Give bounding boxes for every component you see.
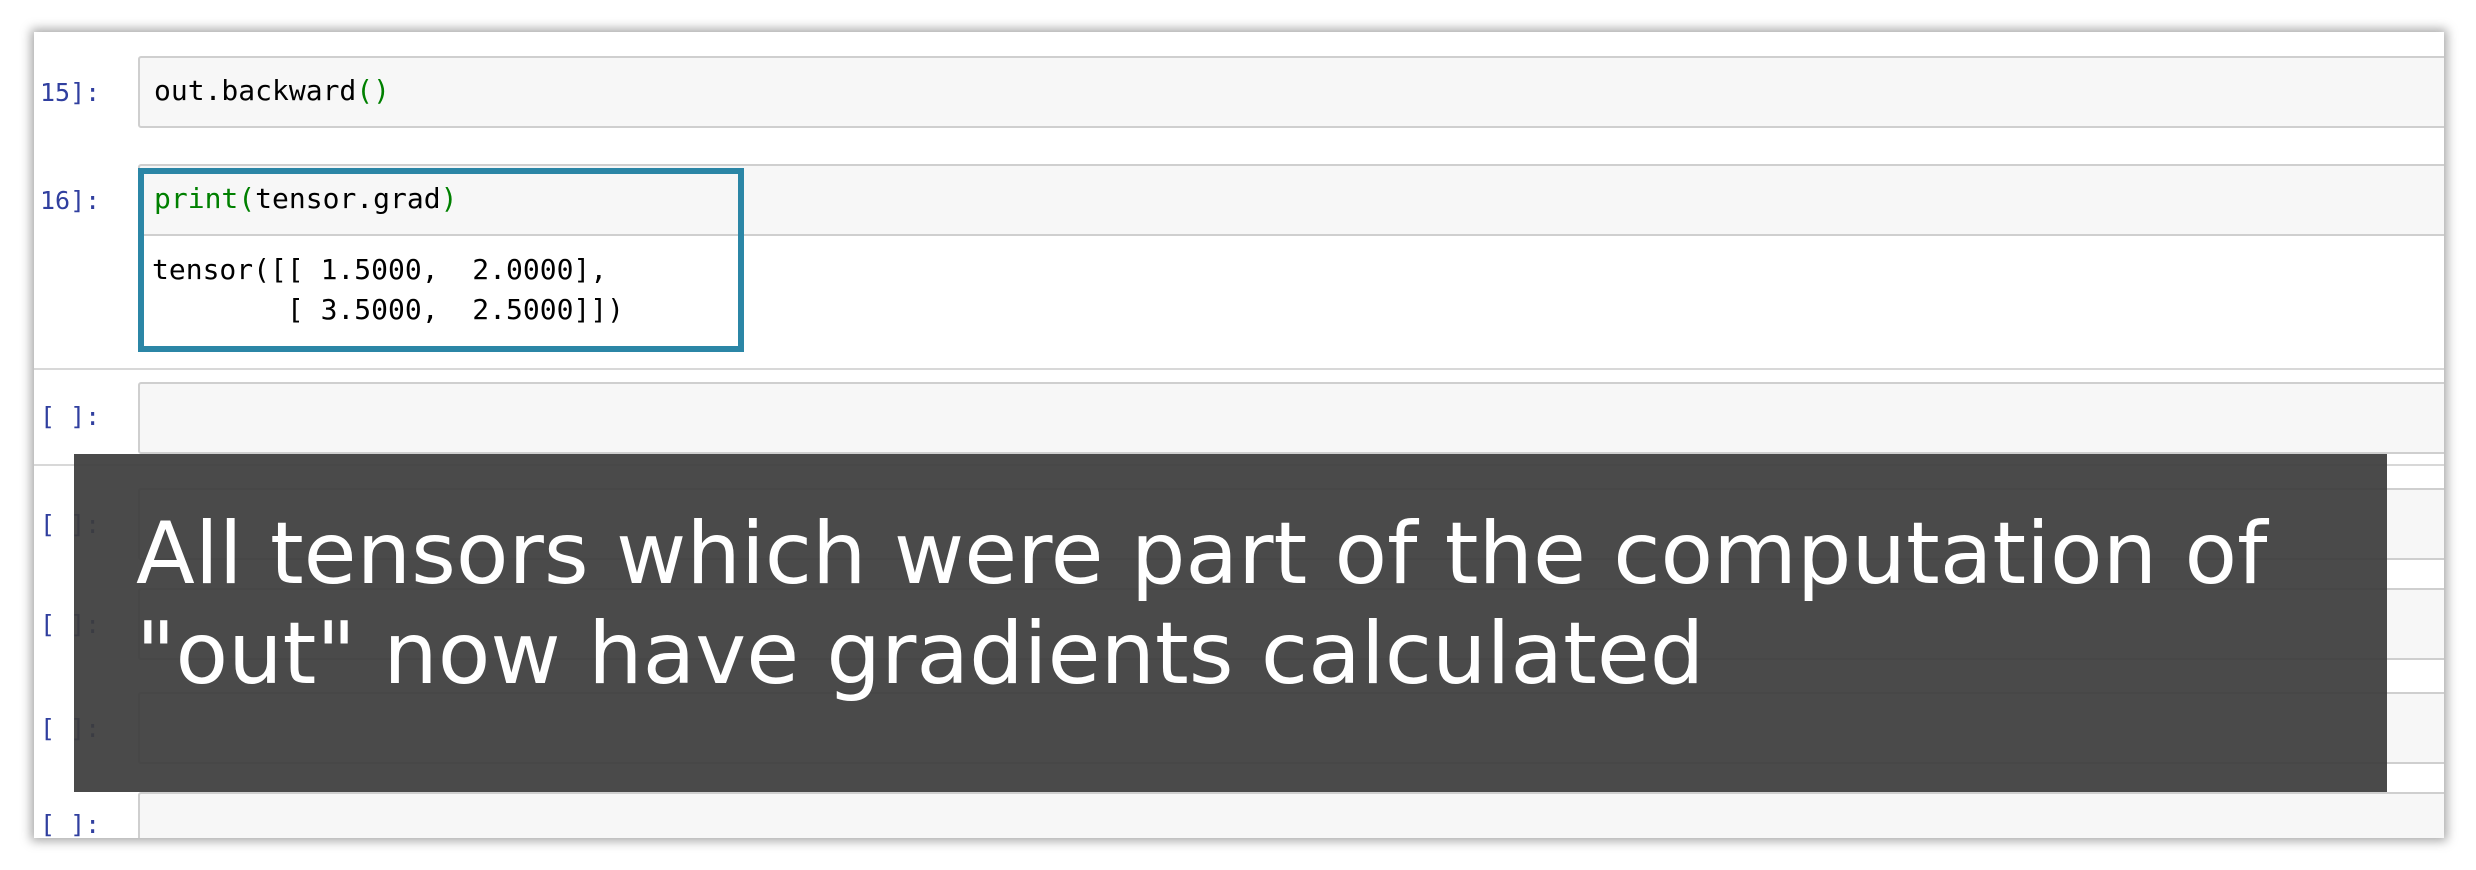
notebook-page: 15]: out.backward() 16]: print(tensor.gr… (34, 32, 2444, 838)
highlight-box (138, 168, 744, 352)
code-keyword: print (154, 182, 239, 215)
cell-divider (34, 368, 2444, 370)
code-cell-16[interactable]: 16]: print(tensor.grad) tensor([[ 1.5000… (34, 164, 2444, 354)
empty-code-cell[interactable]: [ ]: (34, 382, 2444, 454)
cell-prompt: [ ]: (40, 402, 101, 431)
code-close-paren: ) (440, 182, 458, 215)
cell-code: out.backward() (154, 74, 390, 107)
cell-prompt: 16]: (40, 186, 101, 215)
code-parens: () (356, 74, 391, 107)
cell-prompt: 15]: (40, 78, 101, 107)
code-argument: tensor.grad (255, 182, 441, 215)
code-text: out.backward (154, 74, 357, 107)
cell-input-area[interactable] (138, 382, 2444, 454)
caption-overlay: All tensors which were part of the compu… (74, 454, 2387, 792)
caption-line-1: All tensors which were part of the compu… (136, 504, 2268, 604)
cell-input-area[interactable] (138, 792, 2444, 838)
empty-code-cell[interactable]: [ ]: (34, 792, 2444, 838)
cell-prompt: [ ]: (40, 810, 101, 838)
caption-text: All tensors which were part of the compu… (136, 504, 2356, 704)
code-open-paren: ( (238, 182, 256, 215)
output-line-1: tensor([[ 1.5000, 2.0000], (152, 253, 608, 286)
cell-input-area[interactable]: print(tensor.grad) (138, 164, 2444, 236)
cell-input-area[interactable]: out.backward() (138, 56, 2444, 128)
output-line-2: [ 3.5000, 2.5000]]) (152, 293, 625, 326)
caption-line-2: "out" now have gradients calculated (136, 604, 1705, 704)
code-cell-15[interactable]: 15]: out.backward() (34, 56, 2444, 128)
cell-code: print(tensor.grad) (154, 182, 457, 215)
cell-output-area: tensor([[ 1.5000, 2.0000], [ 3.5000, 2.5… (138, 248, 2444, 348)
